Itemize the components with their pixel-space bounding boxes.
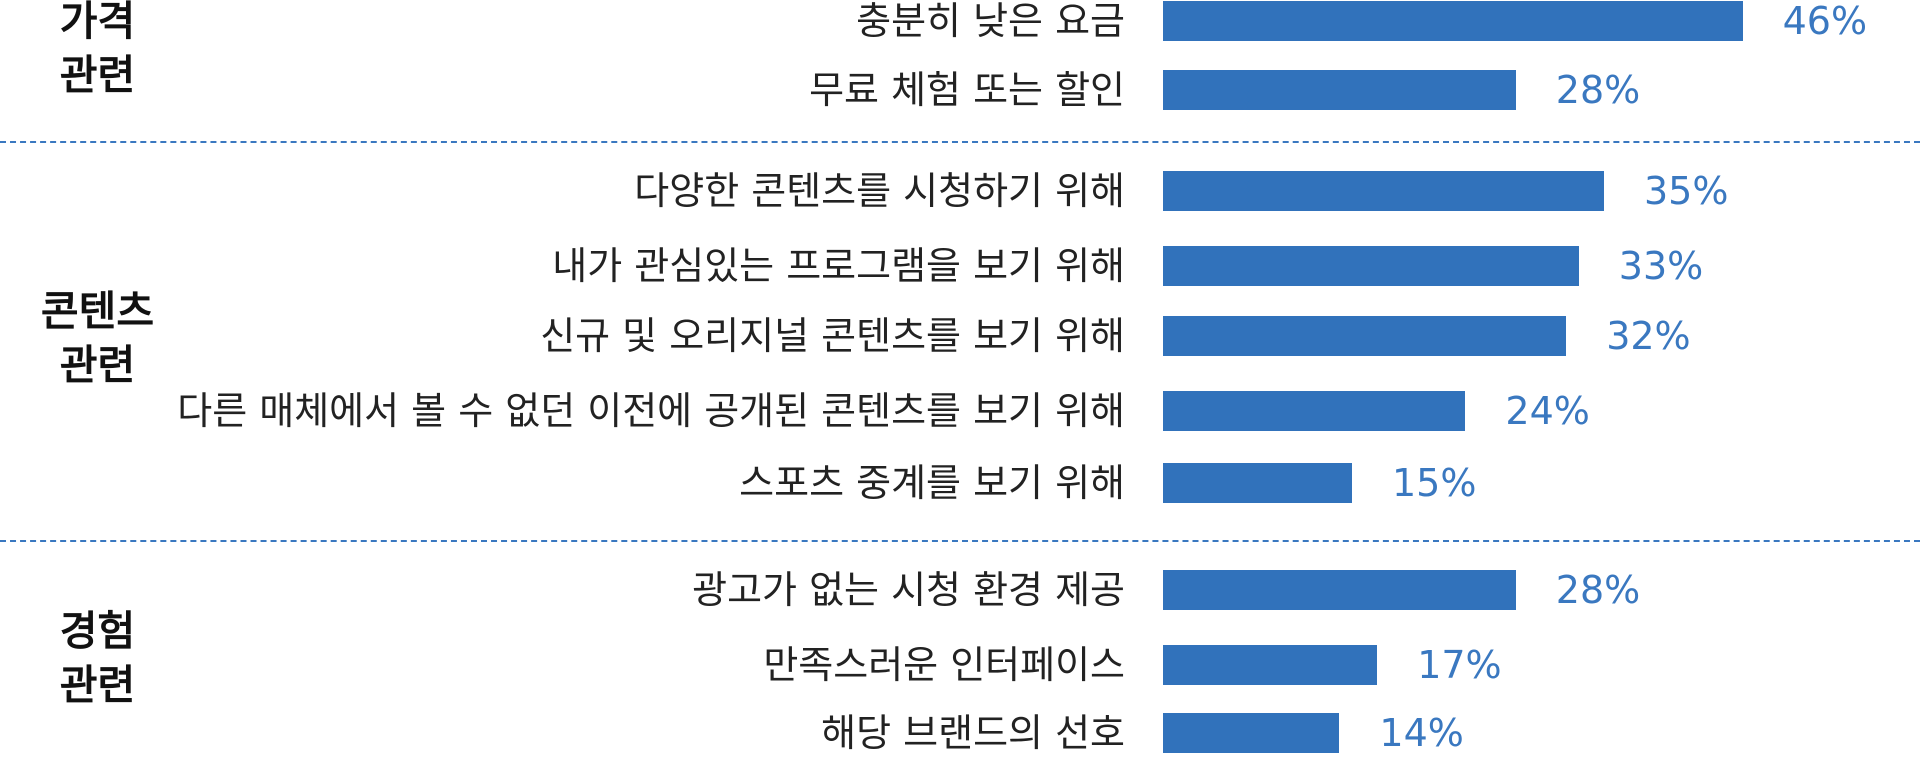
bar xyxy=(1163,645,1378,685)
category-label: 스포츠 중계를 보기 위해 xyxy=(739,461,1125,505)
bar xyxy=(1163,391,1466,431)
group-label-line: 콘텐츠 xyxy=(40,287,155,335)
category-label: 신규 및 오리지널 콘텐츠를 보기 위해 xyxy=(540,314,1125,358)
value-label: 32% xyxy=(1606,314,1691,358)
category-label: 무료 체험 또는 할인 xyxy=(809,68,1125,112)
category-label: 내가 관심있는 프로그램을 보기 위해 xyxy=(552,244,1125,288)
category-label: 다양한 콘텐츠를 시청하기 위해 xyxy=(634,169,1125,213)
value-label: 28% xyxy=(1555,68,1641,112)
value-label: 15% xyxy=(1392,461,1477,505)
value-label: 24% xyxy=(1505,389,1590,433)
bar xyxy=(1163,70,1516,110)
value-label: 17% xyxy=(1417,643,1502,687)
value-label: 35% xyxy=(1644,169,1729,213)
category-label: 해당 브랜드의 선호 xyxy=(821,711,1125,755)
value-label: 46% xyxy=(1782,0,1868,43)
category-label: 광고가 없는 시청 환경 제공 xyxy=(692,568,1125,612)
bar xyxy=(1163,463,1352,503)
bar xyxy=(1163,1,1743,41)
bar xyxy=(1163,171,1604,211)
bar xyxy=(1163,316,1567,356)
group-label-line: 경험 xyxy=(59,607,136,655)
group-label-line: 가격 xyxy=(59,0,136,45)
group-label-line: 관련 xyxy=(59,341,136,389)
bar xyxy=(1163,570,1516,610)
group-label-line: 관련 xyxy=(59,661,136,709)
value-label: 14% xyxy=(1379,711,1464,755)
value-label: 33% xyxy=(1618,244,1704,288)
group-divider xyxy=(0,141,1920,143)
bar xyxy=(1163,246,1579,286)
category-label: 다른 매체에서 볼 수 없던 이전에 공개된 콘텐츠를 보기 위해 xyxy=(177,389,1125,433)
category-label: 만족스러운 인터페이스 xyxy=(763,643,1125,687)
value-label: 28% xyxy=(1555,568,1641,612)
group-label-line: 관련 xyxy=(59,51,136,99)
category-label: 충분히 낮은 요금 xyxy=(856,0,1125,43)
group-divider xyxy=(0,540,1920,542)
bar xyxy=(1163,713,1340,753)
